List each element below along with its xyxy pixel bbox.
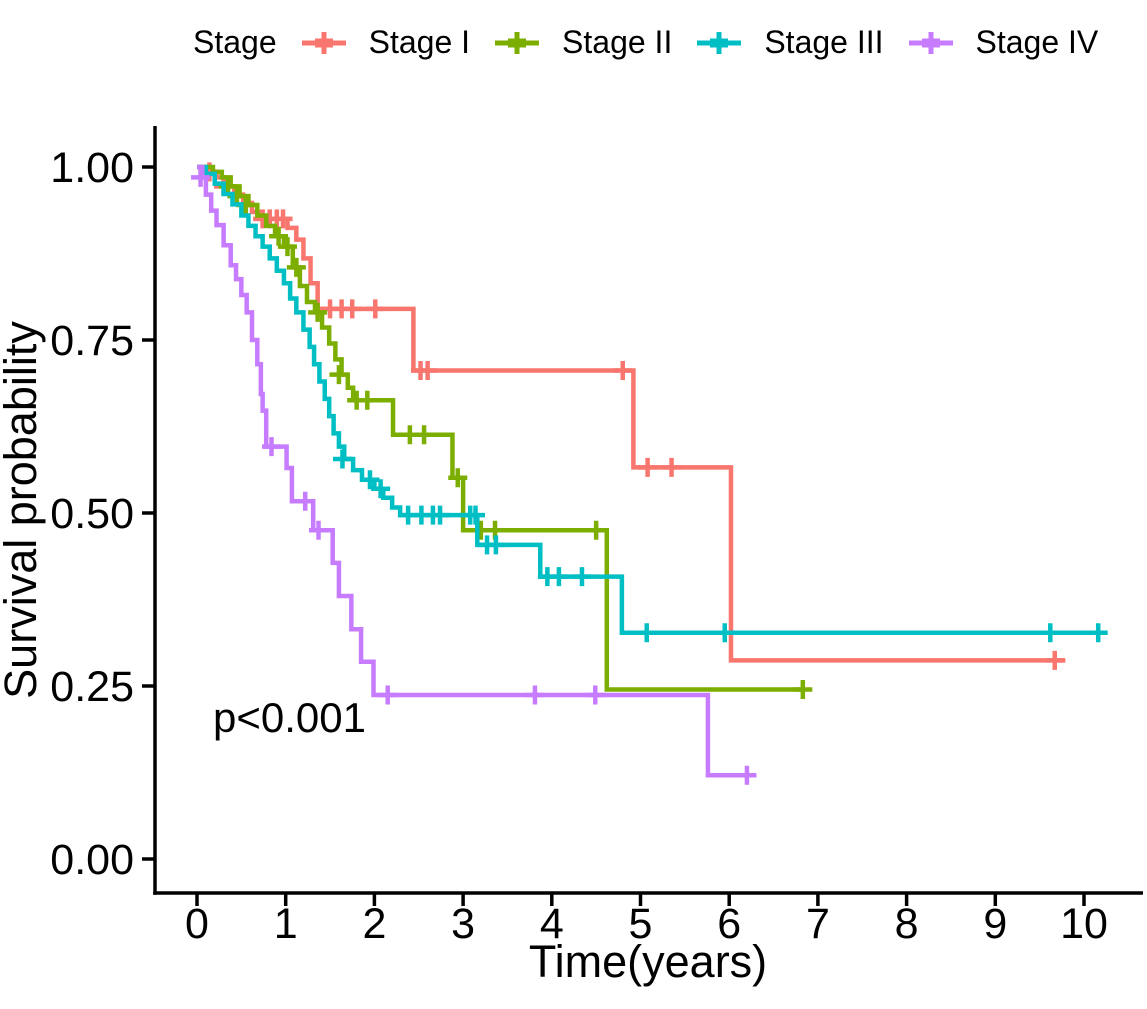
x-tick-label: 2 xyxy=(362,900,386,948)
legend-label-stage-i: Stage I xyxy=(368,24,471,60)
censor-marks-stage-iv xyxy=(191,167,757,785)
x-tick-label: 0 xyxy=(185,900,209,948)
legend-key-stage-iii-icon xyxy=(697,31,742,54)
legend-key-stage-ii-icon xyxy=(495,31,540,54)
legend-key-stage-i-icon xyxy=(301,31,346,54)
x-tick-label: 8 xyxy=(895,900,919,948)
legend-label-stage-ii: Stage II xyxy=(562,24,673,60)
censor-marks-stage-iii xyxy=(332,449,1108,643)
x-tick-label: 4 xyxy=(540,900,564,948)
y-tick-label: 0.25 xyxy=(50,663,134,711)
x-tick-label: 1 xyxy=(274,900,298,948)
legend-item-stage-iv: Stage IV xyxy=(908,24,1099,61)
y-axis-title: Survival probability xyxy=(0,321,46,699)
legend: Stage Stage I Stage II Stage II xyxy=(193,24,1098,61)
survival-curve-stage-iii xyxy=(197,164,1107,635)
y-tick-label: 0.75 xyxy=(50,317,134,365)
legend-key-stage-iv-icon xyxy=(908,31,953,54)
legend-label-stage-iv: Stage IV xyxy=(975,24,1099,60)
x-tick-label: 7 xyxy=(806,900,830,948)
y-tick-label: 1.00 xyxy=(50,144,134,192)
survival-curve-stage-iv xyxy=(197,164,754,778)
x-tick-label: 9 xyxy=(983,900,1007,948)
x-tick-label: 3 xyxy=(451,900,475,948)
legend-item-stage-ii: Stage II xyxy=(494,24,672,61)
p-value-annotation: p<0.001 xyxy=(213,694,366,741)
legend-title: Stage xyxy=(193,24,277,60)
x-tick-label: 5 xyxy=(629,900,653,948)
y-tick-label: 0.00 xyxy=(50,836,134,884)
x-tick-label: 10 xyxy=(1060,900,1108,948)
legend-item-stage-i: Stage I xyxy=(301,24,470,61)
x-tick-label: 6 xyxy=(717,900,741,948)
legend-item-stage-iii: Stage III xyxy=(696,24,884,61)
censor-marks-stage-ii xyxy=(218,176,813,699)
y-tick-label: 0.50 xyxy=(50,490,134,538)
x-axis-title: Time(years) xyxy=(529,936,767,987)
legend-label-stage-iii: Stage III xyxy=(764,24,884,60)
